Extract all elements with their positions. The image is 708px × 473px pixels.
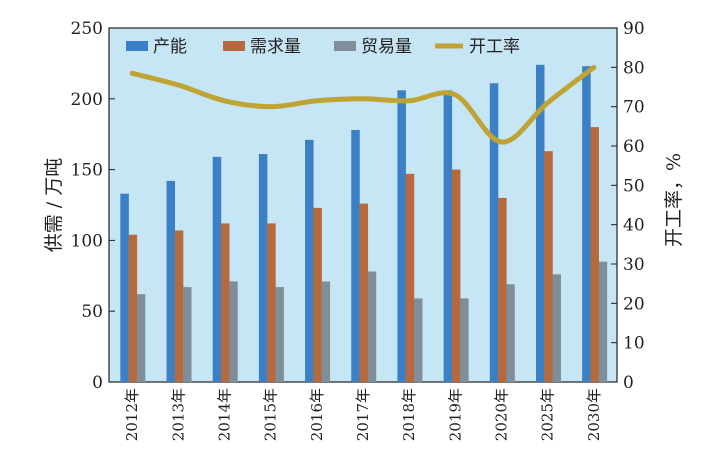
bar-贸易量	[183, 287, 192, 382]
bar-贸易量	[367, 271, 377, 382]
y2-tick-label: 0	[623, 373, 634, 393]
bar-贸易量	[506, 284, 515, 382]
x-tick-label: 2012年	[123, 388, 141, 441]
y-tick-label: 50	[81, 302, 103, 322]
legend-label-开工率: 开工率	[469, 37, 520, 57]
legend: 产能 需求量 贸易量 开工率	[126, 37, 520, 57]
y2-axis-title: 开工率，%	[663, 153, 685, 247]
bar-贸易量	[552, 274, 561, 382]
x-tick-label: 2019年	[446, 388, 464, 441]
bar-需求量	[221, 223, 230, 382]
x-tick-label: 2018年	[400, 388, 418, 441]
y2-tick-label: 70	[623, 98, 645, 118]
legend-label-需求量: 需求量	[250, 37, 301, 57]
y2-tick-label: 10	[623, 334, 645, 354]
bar-贸易量	[136, 294, 146, 382]
legend-swatch-产能	[126, 41, 148, 51]
x-tick-label: 2030年	[585, 388, 603, 441]
bars-layer	[120, 64, 608, 383]
x-tick-label: 2016年	[308, 388, 326, 441]
x-axis: 2012年 2013年 2014年 2015年 2016年 2017年 2018年 2019年…	[123, 388, 603, 441]
y2-tick-label: 30	[623, 255, 645, 275]
bar-产能	[212, 156, 222, 382]
x-tick-label: 2020年	[493, 388, 511, 441]
bar-贸易量	[460, 298, 469, 382]
bar-需求量	[359, 203, 369, 382]
bar-需求量	[451, 169, 461, 382]
bar-产能	[397, 90, 406, 382]
x-tick-label: 2014年	[215, 388, 233, 441]
y2-tick-label: 80	[623, 58, 645, 78]
bar-需求量	[174, 230, 184, 382]
bar-产能	[305, 139, 314, 382]
y2-tick-label: 50	[623, 176, 645, 196]
y-axis-title: 供需 / 万吨	[43, 158, 65, 252]
x-tick-label: 2025年	[539, 388, 557, 441]
x-tick-label: 2015年	[262, 388, 280, 441]
bar-产能	[582, 66, 591, 383]
bar-贸易量	[598, 261, 608, 382]
y2-tick-label: 20	[623, 294, 645, 314]
legend-label-贸易量: 贸易量	[361, 37, 412, 57]
bar-产能	[258, 154, 268, 382]
bar-贸易量	[413, 298, 423, 382]
bar-贸易量	[321, 281, 331, 382]
bar-需求量	[313, 207, 322, 382]
bar-需求量	[267, 223, 276, 382]
legend-label-产能: 产能	[153, 37, 187, 57]
bar-贸易量	[229, 281, 238, 382]
left-y-axis: 0 50 100 150 200 250	[71, 19, 115, 393]
right-y-axis: 0 10 20 30 40 50 60 70 80 90	[611, 19, 645, 393]
bar-贸易量	[275, 287, 284, 382]
y-tick-label: 150	[71, 161, 103, 181]
bar-需求量	[128, 234, 138, 382]
y2-tick-label: 90	[623, 19, 645, 39]
y-tick-label: 100	[71, 231, 103, 251]
bar-产能	[443, 90, 453, 382]
x-tick-label: 2017年	[354, 388, 372, 441]
y2-tick-label: 60	[623, 137, 645, 157]
y-tick-label: 250	[71, 19, 103, 39]
bar-需求量	[498, 197, 507, 382]
y-tick-label: 200	[71, 90, 103, 110]
y-tick-label: 0	[92, 373, 103, 393]
line-开工率	[129, 64, 597, 145]
x-tick-label: 2013年	[169, 388, 187, 441]
bar-需求量	[405, 173, 415, 382]
bar-产能	[489, 83, 499, 382]
bar-需求量	[544, 151, 553, 382]
bar-产能	[535, 64, 545, 382]
bar-需求量	[590, 127, 599, 383]
legend-swatch-贸易量	[334, 41, 356, 51]
bar-产能	[351, 129, 360, 382]
y2-tick-label: 40	[623, 216, 645, 236]
bar-产能	[120, 193, 129, 382]
bar-产能	[166, 180, 176, 382]
line-layer	[129, 64, 597, 145]
legend-swatch-需求量	[223, 41, 245, 51]
